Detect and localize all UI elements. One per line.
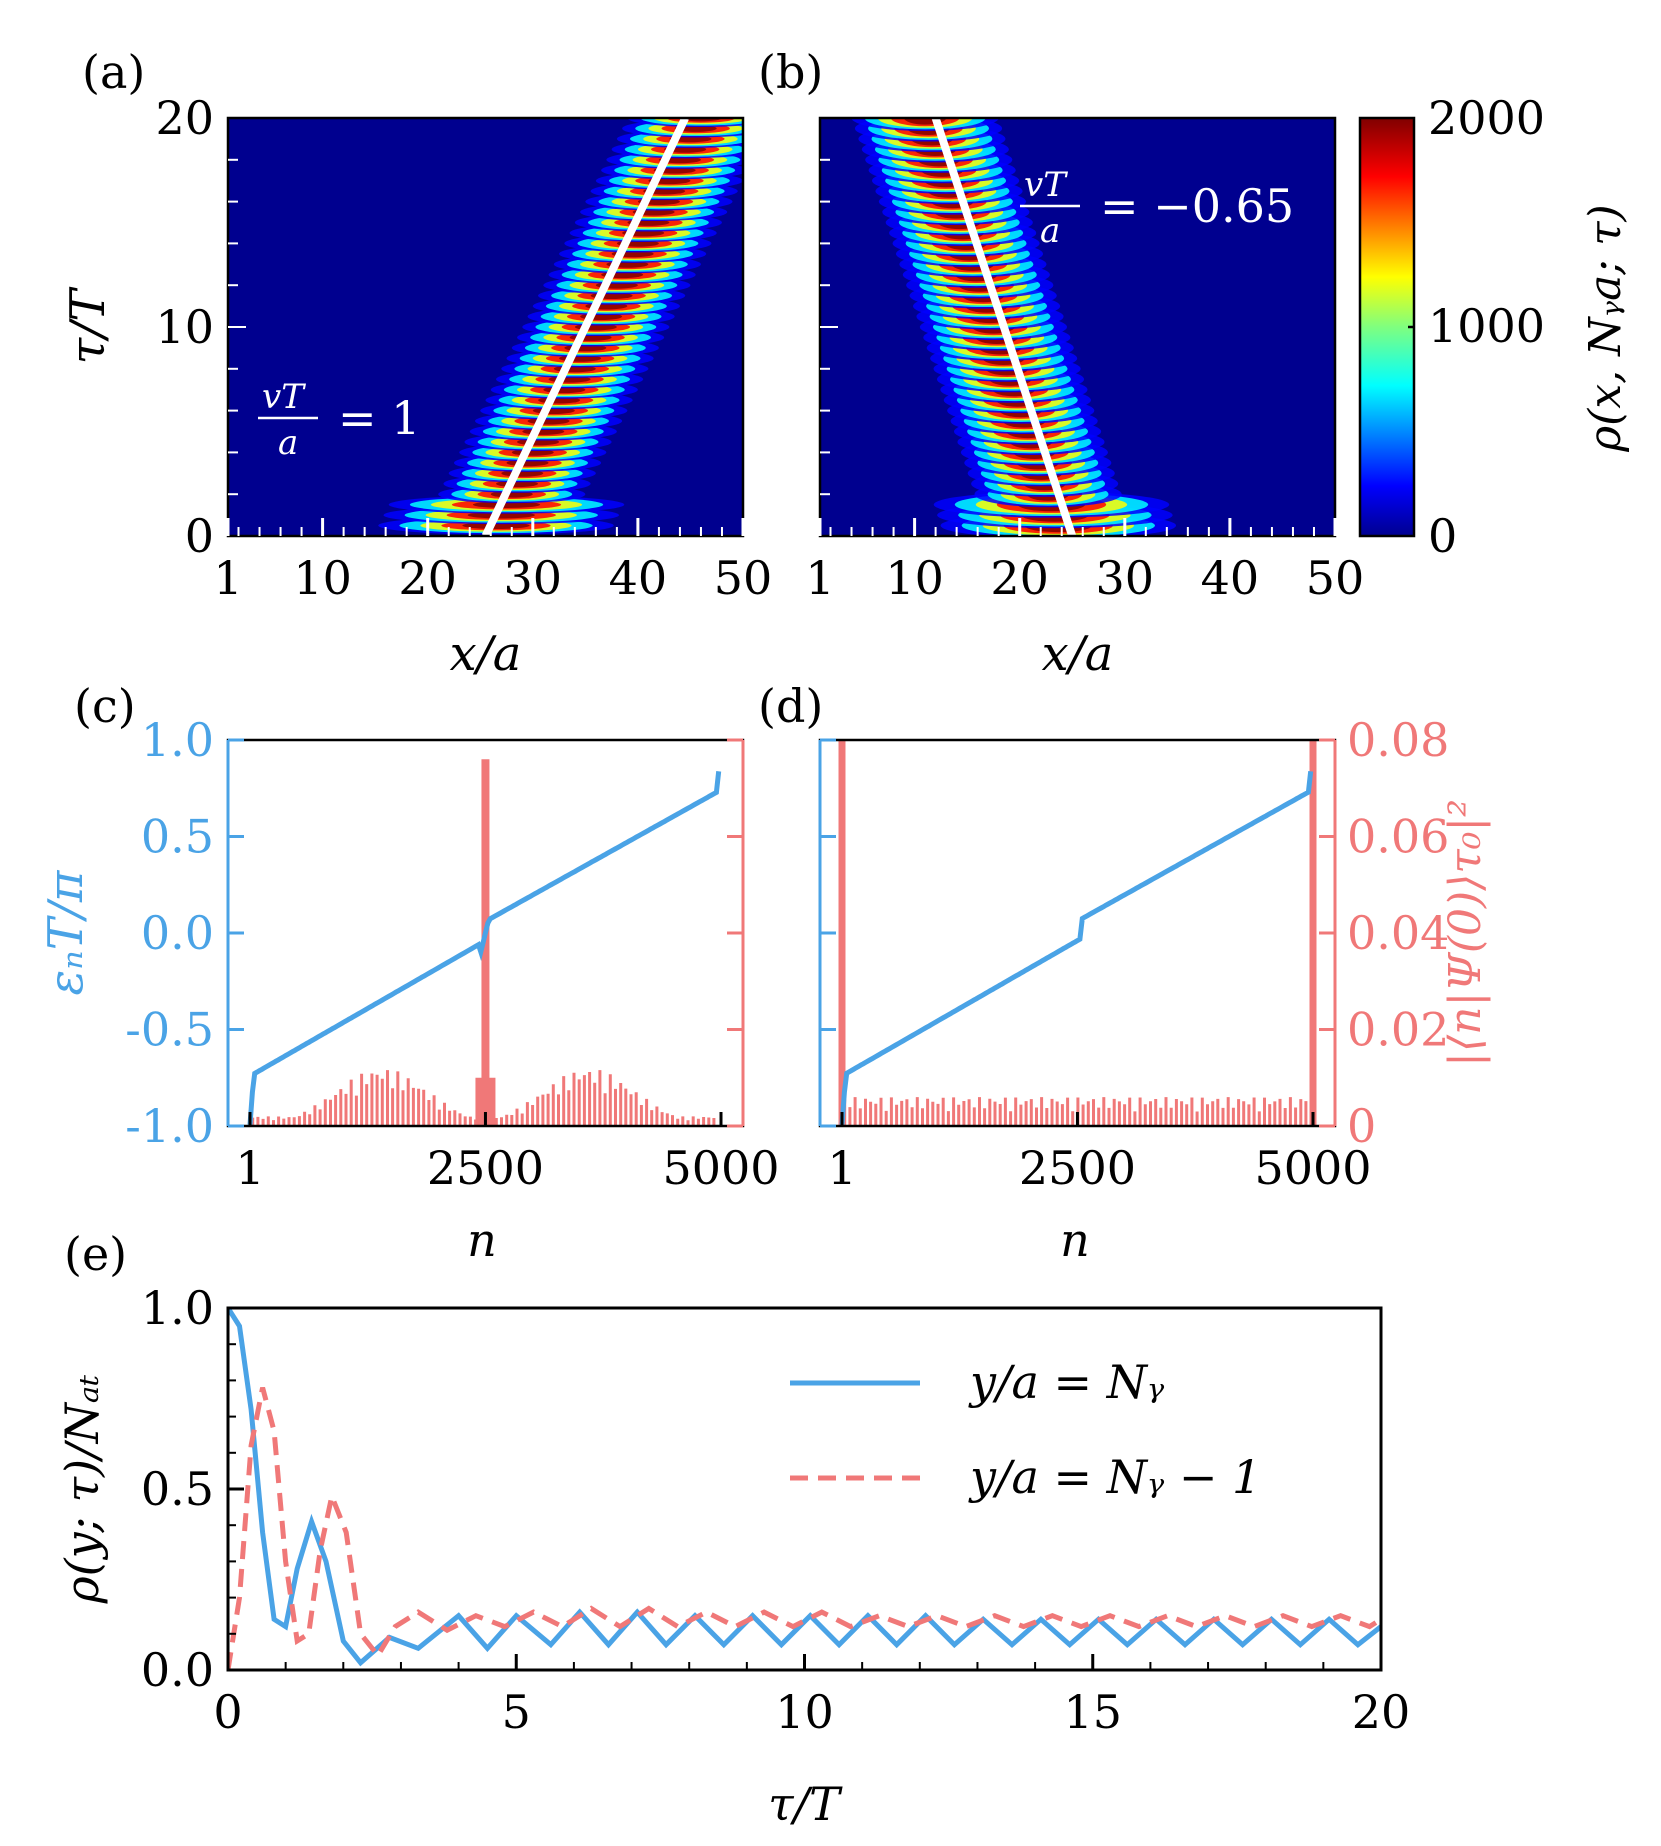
colorbar-tick-label-0: 0 <box>1428 509 1457 563</box>
y-tick-label: 0.0 <box>141 1643 214 1697</box>
plot-e-ylabel: ρ(y; τ)/Nₐₜ <box>55 1375 109 1605</box>
series-line-e-0 <box>228 1308 1381 1667</box>
colorbar-tick-label-1: 1000 <box>1428 299 1545 353</box>
x-tick-label: 20 <box>1352 1685 1411 1739</box>
right-tick-label: 0 <box>1347 1099 1376 1153</box>
legend-label-1: y/a = Nᵧ − 1 <box>968 1450 1261 1504</box>
x-tick-label: 1 <box>235 1141 264 1195</box>
y-axis-label: τ/T <box>60 287 116 365</box>
heatmap-b: 1 10 20 30 40 50 x/a vT a = −0.65 <box>805 116 1365 682</box>
fit-line-a <box>481 118 689 536</box>
plot-c-ylabel: εₙT/π <box>38 869 94 995</box>
x-axis-label: x/a <box>450 626 522 682</box>
heatmap-b-ticks: 1 10 20 30 40 50 x/a <box>805 158 1365 682</box>
x-tick-label: 1 <box>213 551 242 605</box>
y-tick-label: 0 <box>185 509 214 563</box>
fit-line-b <box>931 118 1077 536</box>
x-axis-label: x/a <box>1042 626 1114 682</box>
x-tick-label: 15 <box>1063 1685 1122 1739</box>
annotation-a-num: vT <box>262 377 306 417</box>
overlap-bars-d <box>843 1097 1308 1126</box>
plot-e-ticks: 0 5 10 15 20 0.0 0.5 1.0 <box>141 1281 1410 1739</box>
x-tick-label: 30 <box>504 551 563 605</box>
plot-e-xlabel: τ/T <box>768 1777 843 1831</box>
plot-d-xlabel: n <box>1060 1213 1090 1267</box>
x-tick-label: 40 <box>609 551 668 605</box>
x-tick-label: 1 <box>805 551 834 605</box>
heatmap-a-blobs <box>378 118 743 535</box>
right-tick-label: 0.04 <box>1347 906 1449 960</box>
x-tick-label: 10 <box>885 551 944 605</box>
heatmap-a-ticks: 1 10 20 30 40 50 0 10 20 τ/T x/a <box>60 91 772 682</box>
annotation-a-den: a <box>278 423 298 463</box>
y-tick-label: 0.5 <box>141 1462 214 1516</box>
right-tick-label: 0.08 <box>1347 713 1449 767</box>
quasienergy-curve-c <box>247 771 722 1125</box>
x-tick-label: 50 <box>1306 551 1365 605</box>
colorbar-label: ρ(x, Nᵧa; τ) <box>1580 204 1631 452</box>
plot-e: 0 5 10 15 20 0.0 0.5 1.0 ρ(y; τ)/Nₐₜ τ/T y/a = … <box>55 1281 1410 1831</box>
plot-c-xlabel: n <box>467 1213 497 1267</box>
legend-e: y/a = Nᵧ y/a = Nᵧ − 1 <box>790 1355 1261 1504</box>
x-tick-label: 2500 <box>427 1141 544 1195</box>
left-tick-label: 0.0 <box>141 906 214 960</box>
heatmap-b-blobs <box>851 118 1176 536</box>
annotation-a-value: = 1 <box>338 391 420 445</box>
colorbar-gradient <box>1358 116 1416 538</box>
x-tick-label: 20 <box>990 551 1049 605</box>
plot-c-ticks: 1 2500 5000 -1.0 -0.5 0.0 0.5 1.0 <box>125 713 779 1195</box>
legend-label-0: y/a = Nᵧ <box>968 1355 1165 1409</box>
panel-tag-e: (e) <box>64 1227 127 1281</box>
x-tick-label: 5 <box>502 1685 531 1739</box>
plot-d-ylabel: |⟨n|Ψ(0)⟩τ₀|² <box>1440 799 1491 1067</box>
x-tick-label: 0 <box>213 1685 242 1739</box>
annotation-b-den: a <box>1040 211 1060 251</box>
x-tick-label: 50 <box>714 551 773 605</box>
y-tick-label: 20 <box>155 91 214 145</box>
x-tick-label: 20 <box>398 551 457 605</box>
y-tick-label: 10 <box>155 300 214 354</box>
left-tick-label: 0.5 <box>141 810 214 864</box>
panel-tag-c: (c) <box>74 679 136 733</box>
x-tick-label: 10 <box>293 551 352 605</box>
x-tick-label: 2500 <box>1019 1141 1136 1195</box>
left-tick-label: -0.5 <box>125 1003 214 1057</box>
x-tick-label: 5000 <box>1254 1141 1371 1195</box>
panel-tag-a: (a) <box>82 45 145 99</box>
right-tick-label: 0.06 <box>1347 810 1449 864</box>
x-tick-label: 1 <box>827 1141 856 1195</box>
y-tick-label: 1.0 <box>141 1281 214 1335</box>
colorbar: 0 1000 2000 ρ(x, Nᵧa; τ) <box>1358 91 1631 563</box>
x-tick-label: 10 <box>775 1685 834 1739</box>
x-tick-label: 40 <box>1201 551 1260 605</box>
left-tick-label: -1.0 <box>125 1099 214 1153</box>
panel-tag-b: (b) <box>758 45 823 99</box>
left-tick-label: 1.0 <box>141 713 214 767</box>
annotation-b-value: = −0.65 <box>1100 179 1294 233</box>
right-tick-label: 0.02 <box>1347 1003 1449 1057</box>
x-tick-label: 30 <box>1096 551 1155 605</box>
heatmap-a: 1 10 20 30 40 50 0 10 20 τ/T x/a vT a = 1 <box>60 91 772 682</box>
quasienergy-curve-d <box>839 771 1314 1125</box>
x-tick-label: 5000 <box>662 1141 779 1195</box>
annotation-b-num: vT <box>1024 165 1068 205</box>
plot-d-frame <box>818 738 1337 1128</box>
panel-tag-d: (d) <box>758 679 823 733</box>
colorbar-tick-label-2: 2000 <box>1428 91 1545 145</box>
plot-c: 1 2500 5000 -1.0 -0.5 0.0 0.5 1.0 εₙT/π n <box>38 713 780 1267</box>
overlap-peaks-d <box>838 740 1317 1126</box>
